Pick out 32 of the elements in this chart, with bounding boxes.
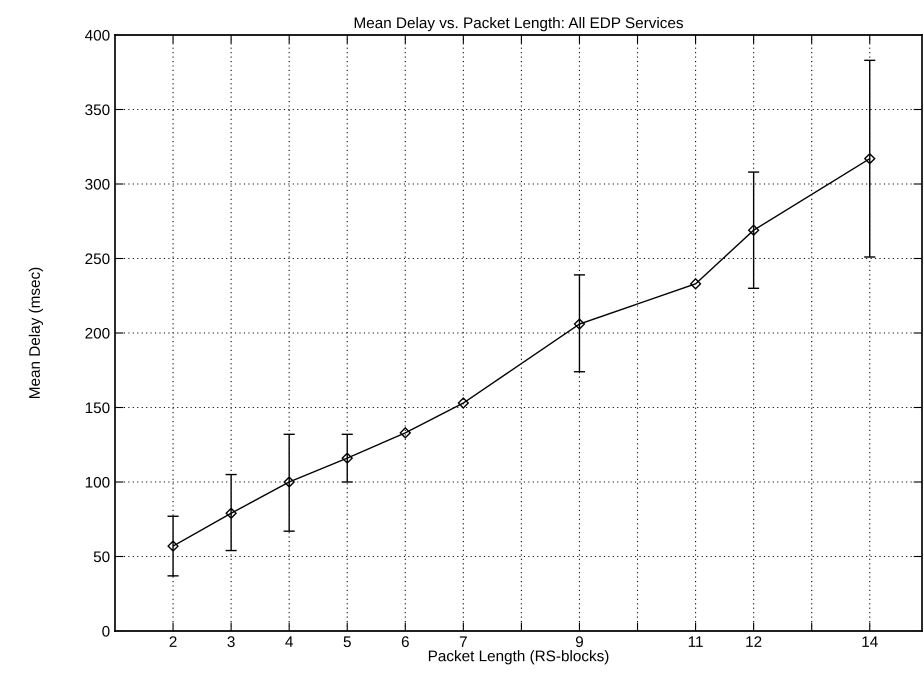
point [748,224,760,236]
point [400,427,411,438]
point [574,318,586,330]
x-tick-label: 6 [402,636,409,648]
x-tick-label: 14 [862,636,878,647]
y-tick-label: 100 [86,476,110,488]
y-tick-label: 200 [85,328,110,339]
x-tick-label: 12 [746,636,762,647]
point [458,397,469,409]
point [284,476,295,488]
y-tick-label: 300 [85,178,110,190]
point [167,540,179,552]
x-tick-label: 5 [344,636,351,648]
x-tick-label: 9 [576,636,583,648]
x-axis-title: Packet Length (RS-blocks) [428,650,608,664]
y-tick-label: 150 [86,402,110,414]
point [864,153,876,164]
y-tick-label: 0 [102,626,110,637]
y-axis-title: Mean Delay (msec) [28,268,43,398]
y-tick-label: 350 [85,104,110,116]
x-tick-label: 4 [285,636,293,647]
chart-title: Mean Delay vs. Packet Length: All EDP Services [354,16,683,32]
point [342,452,353,464]
y-tick-label: 400 [85,30,110,41]
point [226,508,237,519]
x-tick-label: 3 [227,636,235,648]
y-tick-label: 50 [94,551,110,562]
x-tick-label: 11 [688,636,703,647]
point [690,278,702,290]
x-tick-label: 2 [170,636,177,647]
x-tick-label: 7 [460,636,467,647]
y-tick-label: 250 [85,253,110,264]
